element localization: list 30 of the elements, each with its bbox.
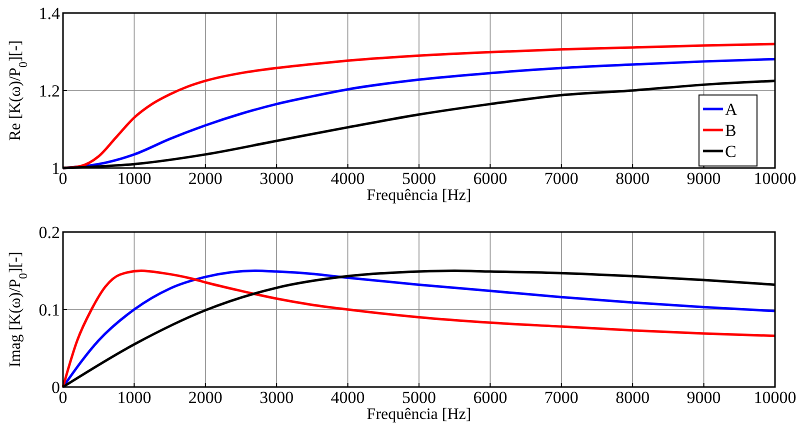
x-axis-title: Frequência [Hz] <box>366 406 472 423</box>
x-tick-label: 2000 <box>188 388 222 407</box>
x-tick-label: 9000 <box>686 388 721 407</box>
x-tick-label: 10000 <box>754 388 796 407</box>
y-tick-label: 1.4 <box>38 4 60 23</box>
x-tick-label: 6000 <box>473 169 508 188</box>
legend-label: A <box>725 100 738 119</box>
y-tick-label: 1 <box>52 159 60 178</box>
x-tick-label: 7000 <box>544 169 578 188</box>
legend-label: B <box>725 121 736 140</box>
x-tick-label: 10000 <box>754 169 796 188</box>
y-tick-label: 1.2 <box>38 82 60 100</box>
x-tick-label: 3000 <box>260 388 294 407</box>
x-tick-label: 8000 <box>616 169 650 188</box>
x-tick-label: 8000 <box>616 388 650 407</box>
x-tick-label: 4000 <box>330 388 365 407</box>
x-tick-label: 2000 <box>188 169 222 188</box>
y-tick-label: 0.2 <box>38 223 60 242</box>
x-tick-label: 1000 <box>117 169 152 188</box>
x-tick-label: 9000 <box>686 169 721 188</box>
x-tick-label: 1000 <box>117 388 152 407</box>
legend-label: C <box>725 142 736 161</box>
x-tick-label: 3000 <box>260 169 294 188</box>
x-axis-title: Frequência [Hz] <box>366 187 472 204</box>
x-tick-label: 5000 <box>402 388 436 407</box>
x-tick-label: 5000 <box>402 169 436 188</box>
x-tick-label: 6000 <box>473 388 508 407</box>
x-tick-label: 4000 <box>330 169 365 188</box>
y-tick-label: 0.1 <box>38 300 60 320</box>
x-tick-label: 7000 <box>544 388 578 407</box>
